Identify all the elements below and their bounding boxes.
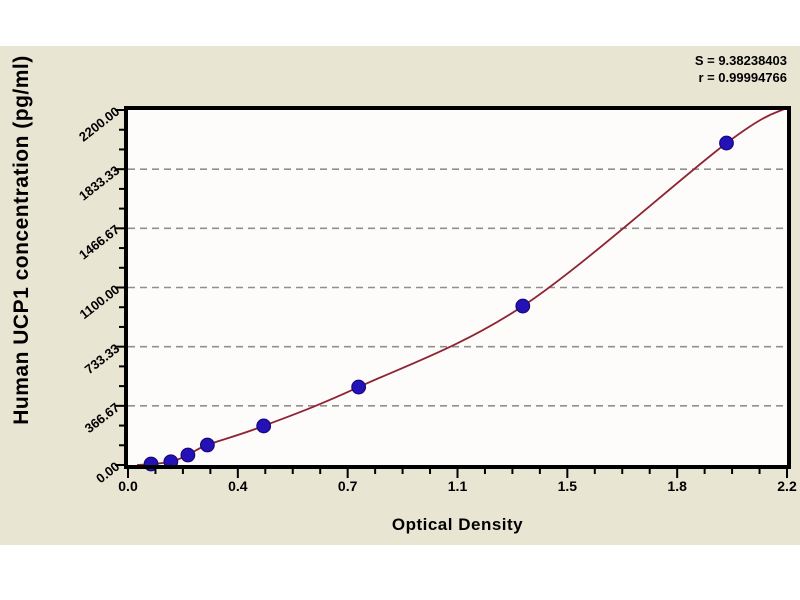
data-point	[199, 437, 215, 453]
x-tick-label: 0.4	[228, 478, 248, 494]
x-tick-label: 2.2	[777, 478, 797, 494]
y-axis-title: Human UCP1 concentration (pg/ml)	[10, 55, 33, 425]
x-tick-label: 1.8	[667, 478, 687, 494]
data-point	[351, 379, 367, 395]
data-point	[180, 447, 196, 463]
x-tick-label: 1.1	[447, 478, 468, 494]
data-point	[256, 418, 272, 434]
stat-standard-error: S = 9.38238403	[694, 53, 787, 68]
x-tick-label: 0.0	[118, 478, 138, 494]
plot-border	[124, 106, 791, 469]
stat-correlation: r = 0.99994766	[698, 70, 787, 85]
x-axis-title: Optical Density	[391, 515, 524, 534]
data-point	[719, 135, 734, 151]
x-tick-label: 1.5	[557, 478, 578, 494]
data-point	[515, 298, 531, 314]
x-tick-label: 0.7	[337, 478, 358, 494]
